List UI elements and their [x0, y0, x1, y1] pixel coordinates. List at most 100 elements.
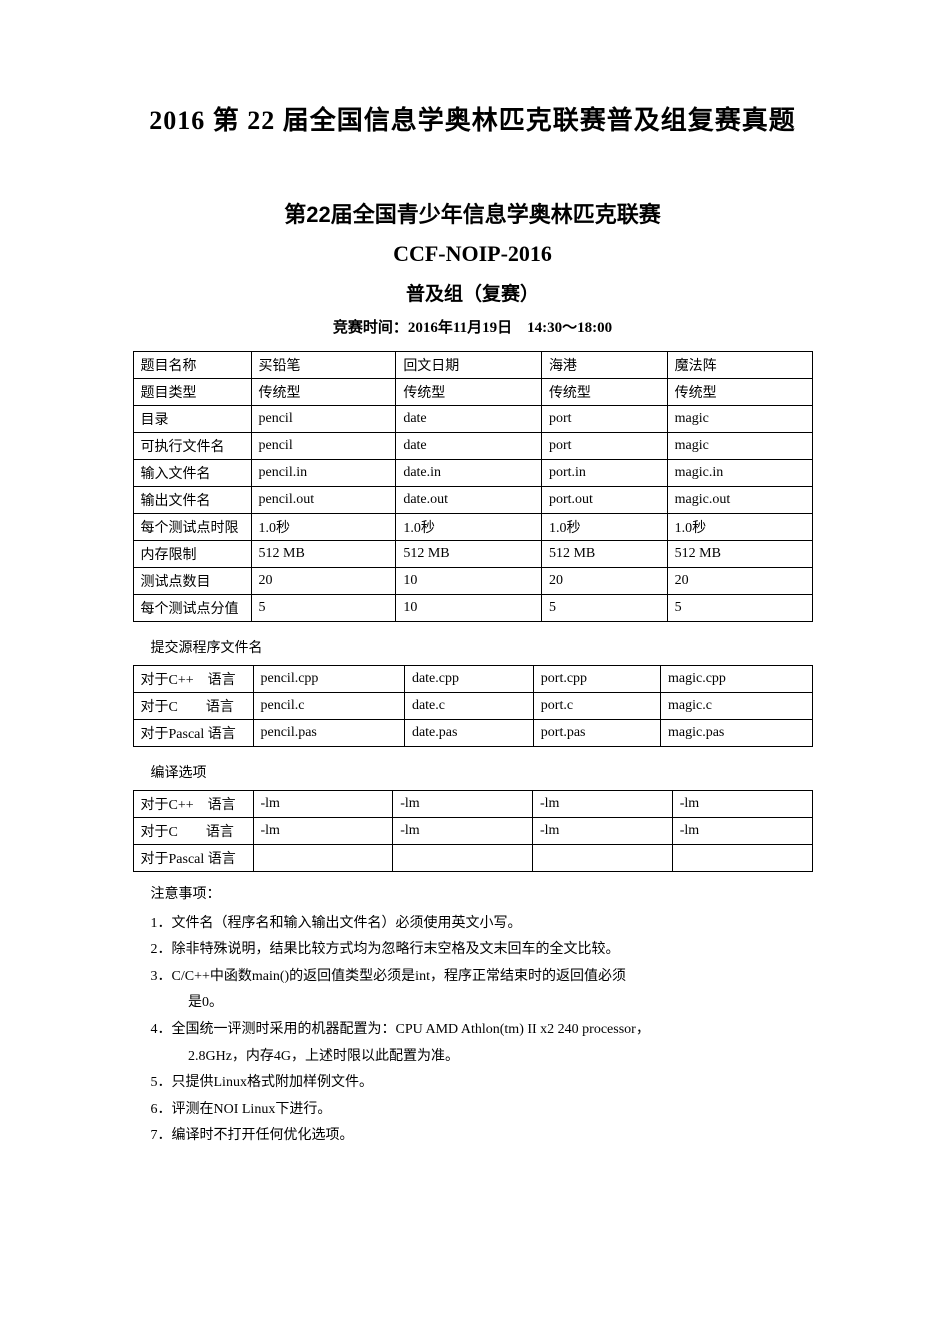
cell: 20 — [251, 568, 396, 595]
cell: pencil.out — [251, 487, 396, 514]
cell: port — [541, 406, 667, 433]
table-row: 输出文件名pencil.outdate.outport.outmagic.out — [133, 487, 812, 514]
table-row: 对于C 语言pencil.cdate.cport.cmagic.c — [133, 693, 812, 720]
cell — [253, 845, 393, 872]
cell: 传统型 — [396, 379, 542, 406]
note-item: 7．编译时不打开任何优化选项。 — [151, 1123, 813, 1150]
cell: pencil — [251, 406, 396, 433]
cell: 回文日期 — [396, 352, 542, 379]
cell: 传统型 — [541, 379, 667, 406]
cell: 题目类型 — [133, 379, 251, 406]
note-item: 4．全国统一评测时采用的机器配置为：CPU AMD Athlon(tm) II … — [151, 1017, 813, 1044]
cell: -lm — [253, 818, 393, 845]
cell: port.pas — [533, 720, 660, 747]
cell: date.c — [404, 693, 533, 720]
cell: 对于C 语言 — [133, 818, 253, 845]
cell: port.in — [541, 460, 667, 487]
cell: pencil.cpp — [253, 666, 404, 693]
table-row: 测试点数目20102020 — [133, 568, 812, 595]
cell: -lm — [533, 791, 673, 818]
cell: 1.0秒 — [396, 514, 542, 541]
cell: 1.0秒 — [251, 514, 396, 541]
cell: -lm — [672, 818, 812, 845]
table-row: 每个测试点时限1.0秒1.0秒1.0秒1.0秒 — [133, 514, 812, 541]
source-file-label: 提交源程序文件名 — [133, 632, 813, 665]
cell: 512 MB — [541, 541, 667, 568]
cell: 对于Pascal 语言 — [133, 720, 253, 747]
problem-info-table: 题目名称买铅笔回文日期海港魔法阵 题目类型传统型传统型传统型传统型 目录penc… — [133, 351, 813, 622]
cell: 目录 — [133, 406, 251, 433]
cell — [672, 845, 812, 872]
cell: port.cpp — [533, 666, 660, 693]
cell: pencil.in — [251, 460, 396, 487]
cell: -lm — [393, 818, 533, 845]
cell: date.cpp — [404, 666, 533, 693]
note-item: 3．C/C++中函数main()的返回值类型必须是int，程序正常结束时的返回值… — [151, 964, 813, 991]
cell: date — [396, 406, 542, 433]
cell: 输出文件名 — [133, 487, 251, 514]
table-row: 输入文件名pencil.indate.inport.inmagic.in — [133, 460, 812, 487]
page-title: 2016 第 22 届全国信息学奥林匹克联赛普及组复赛真题 — [125, 100, 820, 137]
table-row: 对于C++ 语言pencil.cppdate.cppport.cppmagic.… — [133, 666, 812, 693]
cell: port.out — [541, 487, 667, 514]
compile-options-table: 对于C++ 语言-lm-lm-lm-lm 对于C 语言-lm-lm-lm-lm … — [133, 790, 813, 872]
cell: 对于C++ 语言 — [133, 666, 253, 693]
cell: 每个测试点时限 — [133, 514, 251, 541]
cell: magic.in — [667, 460, 812, 487]
table-row: 目录pencildateportmagic — [133, 406, 812, 433]
cell: 20 — [541, 568, 667, 595]
cell: 可执行文件名 — [133, 433, 251, 460]
contest-time: 竞赛时间：2016年11月19日 14:30～18:00 — [133, 316, 813, 337]
note-item: 2.8GHz，内存4G，上述时限以此配置为准。 — [151, 1044, 813, 1071]
cell: magic.cpp — [661, 666, 812, 693]
table-row: 可执行文件名pencildateportmagic — [133, 433, 812, 460]
cell: 对于C++ 语言 — [133, 791, 253, 818]
cell: 传统型 — [251, 379, 396, 406]
cell — [393, 845, 533, 872]
cell: 5 — [541, 595, 667, 622]
cell: date — [396, 433, 542, 460]
cell: 内存限制 — [133, 541, 251, 568]
cell: magic.pas — [661, 720, 812, 747]
content-wrapper: 第22届全国青少年信息学奥林匹克联赛 CCF-NOIP-2016 普及组（复赛）… — [133, 197, 813, 1150]
note-item: 2．除非特殊说明，结果比较方式均为忽略行末空格及文末回车的全文比较。 — [151, 937, 813, 964]
cell: 10 — [396, 595, 542, 622]
cell: -lm — [672, 791, 812, 818]
cell: 题目名称 — [133, 352, 251, 379]
subtitle-latin: CCF-NOIP-2016 — [133, 241, 813, 267]
note-item: 6．评测在NOI Linux下进行。 — [151, 1097, 813, 1124]
cell: magic.out — [667, 487, 812, 514]
cell: 魔法阵 — [667, 352, 812, 379]
cell: pencil — [251, 433, 396, 460]
cell: pencil.pas — [253, 720, 404, 747]
cell: 512 MB — [667, 541, 812, 568]
cell: 测试点数目 — [133, 568, 251, 595]
cell: 1.0秒 — [541, 514, 667, 541]
cell: magic.c — [661, 693, 812, 720]
cell: -lm — [533, 818, 673, 845]
table-row: 对于C++ 语言-lm-lm-lm-lm — [133, 791, 812, 818]
notes-title: 注意事项： — [151, 882, 813, 909]
cell: 512 MB — [251, 541, 396, 568]
cell: 1.0秒 — [667, 514, 812, 541]
table-row: 对于Pascal 语言pencil.pasdate.pasport.pasmag… — [133, 720, 812, 747]
cell: date.in — [396, 460, 542, 487]
notes-section: 注意事项： 1．文件名（程序名和输入输出文件名）必须使用英文小写。 2．除非特殊… — [133, 882, 813, 1150]
subtitle-chinese: 第22届全国青少年信息学奥林匹克联赛 — [133, 197, 813, 229]
cell: magic — [667, 433, 812, 460]
cell: 对于Pascal 语言 — [133, 845, 253, 872]
note-item: 1．文件名（程序名和输入输出文件名）必须使用英文小写。 — [151, 911, 813, 938]
cell: 买铅笔 — [251, 352, 396, 379]
cell: date.pas — [404, 720, 533, 747]
cell: 对于C 语言 — [133, 693, 253, 720]
note-item: 5．只提供Linux格式附加样例文件。 — [151, 1070, 813, 1097]
cell: 5 — [251, 595, 396, 622]
table-row: 题目类型传统型传统型传统型传统型 — [133, 379, 812, 406]
cell: port.c — [533, 693, 660, 720]
table-row: 对于Pascal 语言 — [133, 845, 812, 872]
cell: 海港 — [541, 352, 667, 379]
source-file-table: 对于C++ 语言pencil.cppdate.cppport.cppmagic.… — [133, 665, 813, 747]
cell: -lm — [393, 791, 533, 818]
cell: 20 — [667, 568, 812, 595]
cell: 传统型 — [667, 379, 812, 406]
